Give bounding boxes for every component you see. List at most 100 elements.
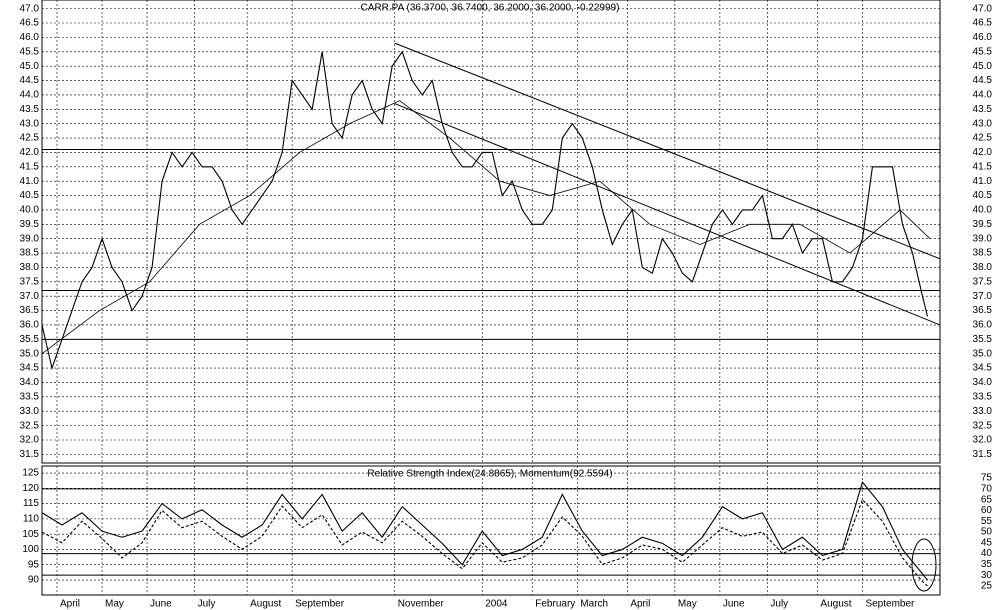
y-tick-label: 32.5 (20, 420, 40, 431)
chart-title: CARR.PA (36.3700, 36.7400, 36.2000, 36.2… (361, 3, 620, 14)
y-tick-label: 36.5 (20, 305, 40, 316)
y-right-tick-label: 38.0 (973, 262, 993, 273)
y2-tick-label: 50 (981, 527, 993, 538)
y-tick-label: 36.0 (20, 320, 40, 331)
y-right-tick-label: 37.0 (973, 291, 993, 302)
y-tick-label: 115 (23, 498, 39, 509)
x-tick-label: August (820, 599, 851, 610)
y-tick-label: 90 (28, 575, 40, 586)
trend-line (394, 42, 941, 260)
y-tick-label: 45.5 (20, 46, 40, 57)
y-tick-label: 40.0 (20, 205, 40, 216)
y-tick-label: 37.0 (20, 291, 40, 302)
y-tick-label: 41.5 (20, 161, 40, 172)
y-tick-label: 100 (22, 544, 39, 555)
y-tick-label: 37.5 (20, 276, 40, 287)
y-tick-label: 40.5 (20, 190, 40, 201)
x-tick-label: April (60, 599, 80, 610)
y-right-tick-label: 45.0 (973, 61, 993, 72)
series-line (41, 50, 929, 371)
y-tick-label: 95 (28, 559, 40, 570)
x-tick-label: May (678, 599, 697, 610)
x-tick-label: February (535, 599, 575, 610)
y-tick-label: 43.0 (20, 118, 40, 129)
y-right-tick-label: 33.0 (973, 406, 993, 417)
y-right-tick-label: 45.5 (973, 46, 993, 57)
y-tick-label: 41.0 (20, 176, 40, 187)
panel-frame (41, 0, 941, 464)
y-right-tick-label: 40.5 (973, 190, 993, 201)
y-tick-label: 39.0 (20, 233, 40, 244)
y-right-tick-label: 46.5 (973, 18, 993, 29)
y-tick-label: 35.0 (20, 348, 40, 359)
y-tick-label: 44.5 (20, 75, 40, 86)
y-tick-label: 45.0 (20, 61, 40, 72)
y2-tick-label: 30 (981, 570, 993, 581)
y-tick-label: 47.0 (20, 3, 40, 14)
y-tick-label: 38.0 (20, 262, 40, 273)
y-tick-label: 46.0 (20, 32, 40, 43)
y-right-tick-label: 36.0 (973, 320, 993, 331)
trend-line (394, 103, 941, 326)
y-tick-label: 33.0 (20, 406, 40, 417)
indicator-title: Relative Strength Index(24.8865), Moment… (367, 469, 612, 480)
y-tick-label: 35.5 (20, 334, 40, 345)
x-tick-label: May (105, 599, 124, 610)
y-tick-label: 120 (22, 483, 39, 494)
y-right-tick-label: 35.0 (973, 348, 993, 359)
y2-tick-label: 65 (981, 494, 993, 505)
y-right-tick-label: 35.5 (973, 334, 993, 345)
y2-tick-label: 75 (981, 473, 993, 484)
y2-tick-label: 35 (981, 559, 993, 570)
series-line (41, 100, 931, 355)
y-right-tick-label: 41.0 (973, 176, 993, 187)
y-tick-label: 125 (22, 468, 39, 479)
y-tick-label: 46.5 (20, 18, 40, 29)
y-right-tick-label: 34.5 (973, 363, 993, 374)
y-right-tick-label: 39.5 (973, 219, 993, 230)
y-right-tick-label: 40.0 (973, 205, 993, 216)
y2-tick-label: 45 (981, 537, 993, 548)
y-right-tick-label: 42.5 (973, 133, 993, 144)
y-tick-label: 110 (23, 514, 39, 525)
series-line (41, 481, 928, 581)
y-right-tick-label: 34.0 (973, 377, 993, 388)
y-tick-label: 43.5 (20, 104, 40, 115)
x-tick-label: 2004 (485, 599, 508, 610)
y-tick-label: 34.0 (20, 377, 40, 388)
x-tick-label: June (150, 599, 172, 610)
y-tick-label: 33.5 (20, 391, 40, 402)
y-right-tick-label: 33.5 (973, 391, 993, 402)
y-tick-label: 32.0 (20, 435, 40, 446)
y-right-tick-label: 46.0 (973, 32, 993, 43)
y-tick-label: 31.5 (20, 449, 40, 460)
y-right-tick-label: 39.0 (973, 233, 993, 244)
y-tick-label: 38.5 (20, 248, 40, 259)
y-right-tick-label: 31.5 (973, 449, 993, 460)
x-tick-label: April (630, 599, 650, 610)
y2-tick-label: 70 (981, 484, 993, 495)
x-tick-label: November (398, 599, 445, 610)
y2-tick-label: 60 (981, 505, 993, 516)
y-right-tick-label: 32.5 (973, 420, 993, 431)
y-right-tick-label: 41.5 (973, 161, 993, 172)
y-right-tick-label: 37.5 (973, 276, 993, 287)
y-right-tick-label: 47.0 (973, 3, 993, 14)
y-right-tick-label: 44.5 (973, 75, 993, 86)
y-right-tick-label: 42.0 (973, 147, 993, 158)
y-tick-label: 34.5 (20, 363, 40, 374)
y-right-tick-label: 32.0 (973, 435, 993, 446)
y-right-tick-label: 44.0 (973, 90, 993, 101)
panel-frame (41, 465, 941, 596)
x-tick-label: September (295, 599, 345, 610)
y2-tick-label: 25 (981, 581, 993, 592)
y-tick-label: 39.5 (20, 219, 40, 230)
y-tick-label: 105 (22, 529, 39, 540)
x-tick-label: July (770, 599, 788, 610)
x-tick-label: March (580, 599, 608, 610)
y-right-tick-label: 36.5 (973, 305, 993, 316)
y2-tick-label: 40 (981, 548, 993, 559)
x-tick-label: August (250, 599, 281, 610)
